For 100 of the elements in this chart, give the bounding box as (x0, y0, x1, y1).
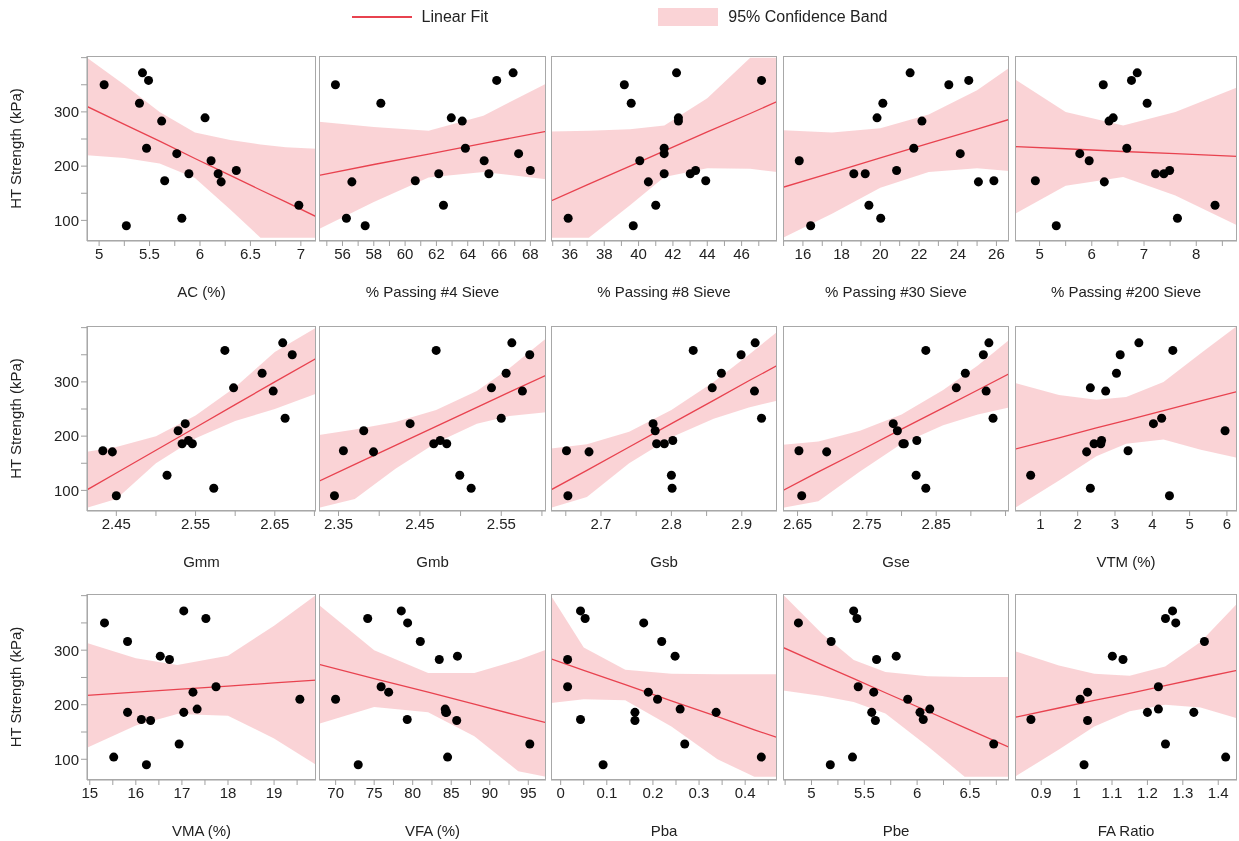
point (794, 156, 804, 166)
point (918, 714, 928, 724)
point (525, 350, 535, 360)
point (707, 383, 717, 393)
x-tick-label: 2.65 (782, 514, 813, 532)
point (794, 446, 804, 456)
y-axis-title: HT Strength (kPa) (7, 88, 25, 209)
point (213, 169, 223, 179)
x-tick-label: 0.3 (688, 783, 710, 801)
point (659, 439, 669, 449)
point (1142, 707, 1152, 717)
point (903, 694, 913, 704)
point (659, 169, 669, 179)
x-tick-label: 5 (1035, 244, 1044, 262)
point (1171, 618, 1181, 628)
x-tick-label: 1 (1072, 783, 1081, 801)
point (630, 716, 640, 726)
point (1134, 338, 1144, 348)
point (434, 169, 444, 179)
point (295, 694, 305, 704)
point (331, 694, 341, 704)
x-tick-label: 0 (556, 783, 565, 801)
point (268, 386, 278, 396)
y-tick-label: 300 (53, 103, 79, 121)
point (580, 614, 590, 624)
point (111, 491, 121, 501)
x-tick-label: 66 (490, 244, 508, 262)
point (598, 760, 608, 770)
point (1075, 149, 1085, 159)
point (479, 156, 489, 166)
x-tick-label: 6 (1087, 244, 1096, 262)
x-tick-label: 1.3 (1172, 783, 1194, 801)
point (359, 426, 369, 436)
point (1210, 200, 1220, 210)
x-tick-label: 5.5 (139, 244, 160, 262)
point (155, 651, 165, 661)
point (912, 435, 922, 445)
x-axis-title: Gse (882, 553, 910, 570)
y-tick-label: 200 (53, 427, 79, 445)
point (909, 143, 919, 153)
point (174, 739, 184, 749)
x-axis-title: AC (%) (177, 283, 226, 300)
x-tick-label: 7 (296, 244, 306, 262)
point (188, 687, 198, 697)
point (635, 156, 645, 166)
point (806, 221, 816, 231)
point (187, 439, 197, 449)
point (466, 483, 476, 493)
point (438, 200, 448, 210)
point (869, 687, 879, 697)
x-tick-label: 2.45 (101, 514, 131, 532)
point (144, 75, 154, 85)
legend-label: Linear Fit (421, 8, 489, 26)
point (216, 177, 226, 187)
x-tick-label: 0.1 (596, 783, 618, 801)
point (921, 345, 931, 355)
x-tick-label: 0.2 (642, 783, 664, 801)
point (666, 470, 676, 480)
point (517, 386, 527, 396)
x-tick-label: 2.35 (323, 514, 354, 532)
x-tick-label: 5 (807, 783, 816, 801)
point (220, 345, 230, 355)
x-tick-label: 42 (664, 244, 682, 262)
point (1221, 752, 1231, 762)
point (1051, 221, 1061, 231)
point (1085, 383, 1095, 393)
point (410, 176, 420, 186)
point (146, 716, 156, 726)
point (757, 413, 767, 423)
point (496, 413, 506, 423)
point (917, 116, 927, 126)
point (525, 165, 535, 175)
point (134, 98, 144, 108)
point (415, 636, 425, 646)
point (653, 694, 663, 704)
point (984, 338, 994, 348)
point (619, 80, 629, 90)
point (209, 483, 219, 493)
point (639, 618, 649, 628)
point (98, 446, 108, 456)
point (507, 338, 517, 348)
y-tick-label: 100 (53, 211, 79, 229)
point (1118, 654, 1128, 664)
point (989, 739, 999, 749)
x-axis-title: Pba (650, 822, 678, 839)
point (484, 169, 494, 179)
point (100, 618, 110, 628)
point (162, 470, 172, 480)
point (160, 176, 170, 186)
point (651, 200, 661, 210)
x-tick-label: 6 (195, 244, 205, 262)
point (853, 682, 863, 692)
x-tick-label: 6 (1222, 514, 1232, 532)
x-axis-title: VTM (%) (1096, 553, 1156, 570)
line-series (87, 357, 316, 491)
x-tick-label: 16 (794, 244, 812, 262)
x-axis-title: % Passing #8 Sieve (597, 283, 731, 300)
point (860, 169, 870, 179)
x-tick-label: 2.7 (590, 514, 612, 532)
point (231, 165, 241, 175)
